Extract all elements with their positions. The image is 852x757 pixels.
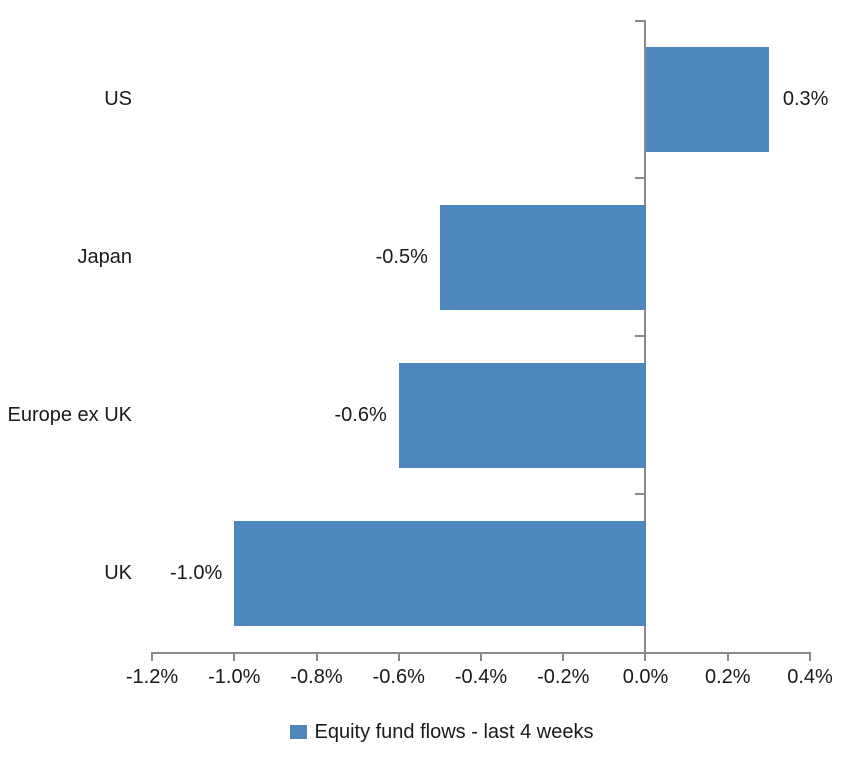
x-tick--0-6- (397, 652, 400, 661)
value-label-europe-ex-uk: -0.6% (334, 404, 387, 426)
x-tick-0-2- (726, 652, 729, 661)
legend-swatch (290, 725, 308, 739)
y-tick (635, 20, 644, 22)
x-tick--1-2- (151, 652, 153, 661)
bar-japan (439, 204, 646, 310)
category-label-europe-ex-uk: Europe ex UK (7, 404, 132, 426)
bar-us (645, 46, 769, 152)
x-tick-label--0-8-: -0.8% (290, 666, 343, 688)
x-tick--0-2- (562, 652, 565, 661)
legend-label: Equity fund flows - last 4 weeks (314, 721, 594, 743)
x-tick--0-4- (480, 652, 482, 661)
x-tick-label--1-2-: -1.2% (125, 666, 179, 688)
value-label-uk: -1.0% (170, 562, 223, 584)
y-tick (635, 177, 644, 179)
bar-uk (234, 520, 646, 626)
x-tick--1-0- (233, 652, 236, 661)
value-label-us: 0.3% (782, 88, 829, 110)
value-label-japan: -0.5% (375, 246, 428, 268)
x-tick--0-8- (315, 652, 318, 661)
y-tick (635, 335, 644, 337)
x-tick-label-0-4-: 0.4% (787, 666, 833, 688)
y-tick (635, 493, 644, 495)
bar-europe-ex-uk (398, 362, 646, 468)
x-tick-label--0-4-: -0.4% (454, 666, 508, 688)
x-tick-label--0-2-: -0.2% (537, 666, 590, 688)
x-tick-label--1-0-: -1.0% (208, 666, 261, 688)
x-tick-label-0-0-: 0.0% (622, 666, 669, 688)
y-axis-line (644, 20, 646, 661)
category-label-japan: Japan (77, 246, 133, 268)
x-tick-label--0-6-: -0.6% (372, 666, 425, 688)
category-label-uk: UK (104, 562, 132, 584)
x-tick-label-0-2-: 0.2% (704, 666, 751, 688)
legend: Equity fund flows - last 4 weeks (16, 717, 852, 747)
category-label-us: US (104, 88, 132, 110)
x-tick-0-4- (809, 652, 811, 661)
